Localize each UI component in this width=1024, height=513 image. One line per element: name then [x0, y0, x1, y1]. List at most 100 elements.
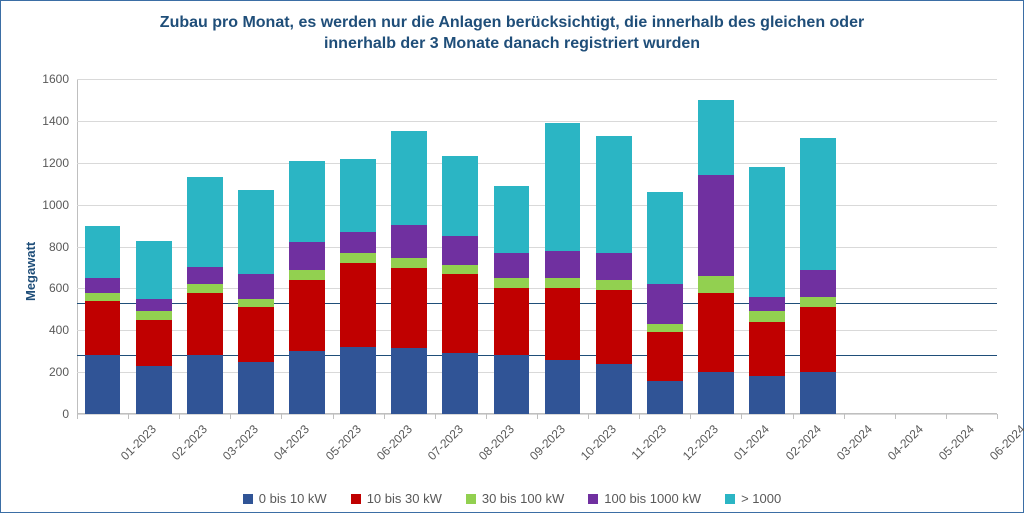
bar-slot — [384, 79, 435, 414]
bar-slot — [486, 79, 537, 414]
chart-title: Zubau pro Monat, es werden nur die Anlag… — [1, 13, 1023, 55]
bar-segment — [647, 324, 683, 332]
bar-segment — [340, 232, 376, 253]
bar-segment — [238, 190, 274, 274]
bar-segment — [800, 138, 836, 270]
bar-slot — [179, 79, 230, 414]
legend-label: 30 bis 100 kW — [482, 491, 564, 506]
bar-segment — [289, 161, 325, 243]
legend-swatch — [588, 494, 598, 504]
bar-segment — [596, 136, 632, 253]
bar-slot — [230, 79, 281, 414]
bar-segment — [800, 372, 836, 414]
x-tick — [588, 414, 589, 419]
x-tick — [997, 414, 998, 419]
legend-swatch — [351, 494, 361, 504]
bar-segment — [340, 159, 376, 232]
bar-segment — [442, 156, 478, 236]
bar-segment — [187, 267, 223, 284]
x-tick-label: 10-2023 — [578, 422, 619, 463]
legend-label: 100 bis 1000 kW — [604, 491, 701, 506]
bar-slot — [946, 79, 997, 414]
chart-frame: Zubau pro Monat, es werden nur die Anlag… — [0, 0, 1024, 513]
x-tick — [128, 414, 129, 419]
legend-label: 10 bis 30 kW — [367, 491, 442, 506]
x-tick-label: 05-2024 — [936, 422, 977, 463]
bar-slot — [690, 79, 741, 414]
bar-segment — [85, 293, 121, 301]
bar-segment — [494, 253, 530, 278]
bar-segment — [596, 280, 632, 290]
legend-item: 100 bis 1000 kW — [588, 491, 701, 506]
chart-title-line1: Zubau pro Monat, es werden nur die Anlag… — [160, 14, 864, 31]
bar-segment — [187, 355, 223, 414]
legend-swatch — [243, 494, 253, 504]
bar-segment — [647, 192, 683, 284]
bar-segment — [442, 274, 478, 354]
bar-segment — [85, 301, 121, 355]
bar-segment — [647, 284, 683, 324]
x-tick — [281, 414, 282, 419]
bar-segment — [545, 251, 581, 278]
x-tick-label: 02-2024 — [782, 422, 823, 463]
x-tick — [793, 414, 794, 419]
x-tick-label: 07-2023 — [425, 422, 466, 463]
x-tick — [333, 414, 334, 419]
x-tick — [690, 414, 691, 419]
bar-segment — [800, 297, 836, 307]
x-tick — [486, 414, 487, 419]
y-tick-label: 1200 — [42, 156, 69, 170]
bar-segment — [800, 307, 836, 372]
y-tick-label: 0 — [62, 407, 69, 421]
bar-segment — [289, 351, 325, 414]
x-tick — [639, 414, 640, 419]
bar-segment — [340, 253, 376, 263]
legend-item: 0 bis 10 kW — [243, 491, 327, 506]
bar-slot — [333, 79, 384, 414]
x-tick — [741, 414, 742, 419]
bar-segment — [749, 322, 785, 376]
legend-item: > 1000 — [725, 491, 781, 506]
bar-segment — [545, 123, 581, 251]
y-tick-label: 200 — [49, 365, 69, 379]
bar-slot — [793, 79, 844, 414]
x-tick-label: 09-2023 — [527, 422, 568, 463]
bar-segment — [238, 362, 274, 414]
bar-segment — [698, 293, 734, 373]
x-tick-label: 02-2023 — [169, 422, 210, 463]
bar-segment — [340, 263, 376, 347]
legend: 0 bis 10 kW 10 bis 30 kW 30 bis 100 kW 100 … — [1, 491, 1023, 506]
bar-segment — [545, 360, 581, 414]
x-tick — [895, 414, 896, 419]
bar-segment — [85, 355, 121, 414]
bar-segment — [800, 270, 836, 297]
legend-swatch — [725, 494, 735, 504]
bar-slot — [639, 79, 690, 414]
bar-segment — [647, 381, 683, 415]
bar-segment — [289, 270, 325, 280]
bar-slot — [128, 79, 179, 414]
bar-slot — [77, 79, 128, 414]
bar-segment — [136, 366, 172, 414]
bar-segment — [136, 320, 172, 366]
y-tick-label: 1000 — [42, 198, 69, 212]
y-axis-title: Megawatt — [23, 242, 38, 301]
bar-segment — [698, 175, 734, 276]
x-tick-label: 08-2023 — [476, 422, 517, 463]
bar-slot — [588, 79, 639, 414]
bar-segment — [289, 280, 325, 351]
bar-segment — [289, 242, 325, 269]
x-tick — [537, 414, 538, 419]
bar-segment — [596, 364, 632, 414]
bar-segment — [596, 290, 632, 363]
bar-segment — [647, 332, 683, 380]
bar-segment — [494, 288, 530, 355]
bar-slot — [435, 79, 486, 414]
legend-label: 0 bis 10 kW — [259, 491, 327, 506]
bar-segment — [391, 268, 427, 348]
bar-segment — [391, 225, 427, 259]
y-tick-label: 600 — [49, 281, 69, 295]
bar-segment — [391, 258, 427, 268]
x-tick-label: 01-2023 — [118, 422, 159, 463]
bar-segment — [136, 311, 172, 319]
